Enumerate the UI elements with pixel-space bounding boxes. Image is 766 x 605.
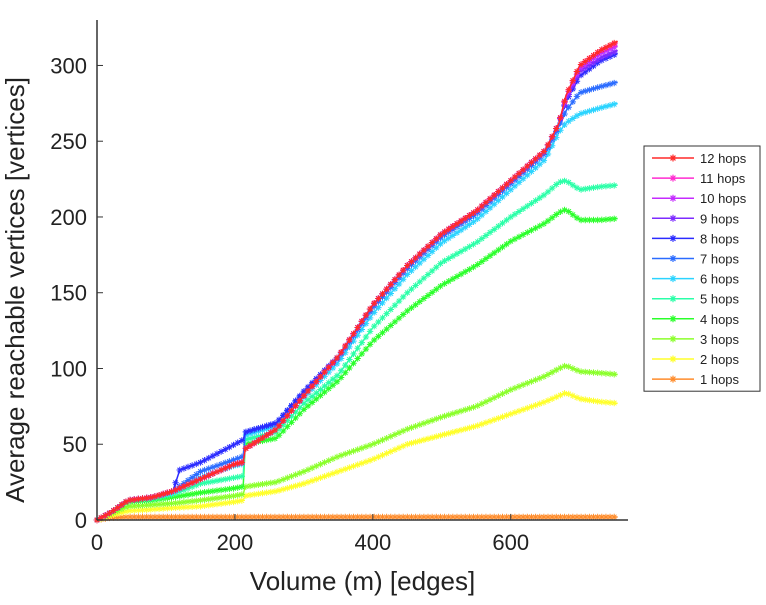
legend-box (643, 145, 761, 392)
legend-item: 6 hops (652, 272, 740, 287)
legend-label: 3 hops (700, 332, 740, 347)
legend: 12 hops 11 hops 10 hops 9 hops 8 hops 7 hops 6… (643, 145, 761, 392)
x-tick-label: 600 (492, 530, 529, 555)
series-2-hops (93, 390, 618, 524)
legend-label: 5 hops (700, 292, 740, 307)
legend-swatch-marker (669, 375, 677, 383)
y-tick-label: 250 (50, 129, 87, 154)
y-tick-label: 50 (63, 432, 87, 457)
y-tick-label: 0 (75, 508, 87, 533)
legend-label: 7 hops (700, 252, 740, 267)
legend-swatch-marker (669, 335, 677, 343)
legend-swatch-marker (669, 174, 677, 182)
legend-label: 11 hops (700, 171, 746, 186)
legend-item: 1 hops (652, 372, 740, 387)
x-tick-label: 400 (354, 530, 391, 555)
legend-swatch-marker (669, 214, 677, 222)
legend-label: 8 hops (700, 231, 740, 246)
legend-label: 1 hops (700, 372, 740, 387)
legend-label: 9 hops (700, 211, 740, 226)
legend-swatch-marker (669, 234, 677, 242)
legend-item: 12 hops (652, 151, 747, 166)
legend-label: 12 hops (700, 151, 747, 166)
y-tick-label: 150 (50, 281, 87, 306)
legend-label: 4 hops (700, 312, 740, 327)
legend-item: 4 hops (652, 312, 740, 327)
legend-swatch-marker (669, 154, 677, 162)
legend-item: 11 hops (652, 171, 746, 186)
legend-items: 12 hops 11 hops 10 hops 9 hops 8 hops 7 hops 6… (652, 151, 747, 387)
ticks-layer: 0 200 400 600 0 50 100 150 200 250 300 (50, 53, 529, 555)
x-tick-label: 0 (91, 530, 103, 555)
legend-swatch-marker (669, 355, 677, 363)
legend-swatch-marker (669, 255, 677, 262)
legend-item: 8 hops (652, 231, 740, 246)
y-tick-label: 100 (50, 356, 87, 381)
legend-item: 2 hops (652, 352, 740, 367)
legend-swatch-marker (669, 315, 677, 323)
x-tick-label: 200 (217, 530, 254, 555)
y-axis-title: Average reachable vertices [vertices] (0, 77, 30, 503)
legend-item: 3 hops (652, 332, 740, 347)
series-layer (93, 39, 619, 524)
legend-item: 10 hops (652, 191, 747, 206)
y-tick-label: 300 (50, 53, 87, 78)
axes-layer (96, 20, 628, 521)
legend-swatch-marker (669, 295, 677, 303)
legend-item: 7 hops (652, 252, 740, 267)
legend-label: 6 hops (700, 272, 740, 287)
y-tick-label: 200 (50, 205, 87, 230)
series-3-hops (93, 362, 618, 524)
legend-swatch-marker (669, 275, 677, 283)
legend-item: 5 hops (652, 292, 740, 307)
legend-label: 2 hops (700, 352, 740, 367)
x-axis-title: Volume (m) [edges] (250, 566, 475, 596)
legend-item: 9 hops (652, 211, 740, 226)
legend-swatch-marker (669, 194, 677, 202)
legend-label: 10 hops (700, 191, 747, 206)
